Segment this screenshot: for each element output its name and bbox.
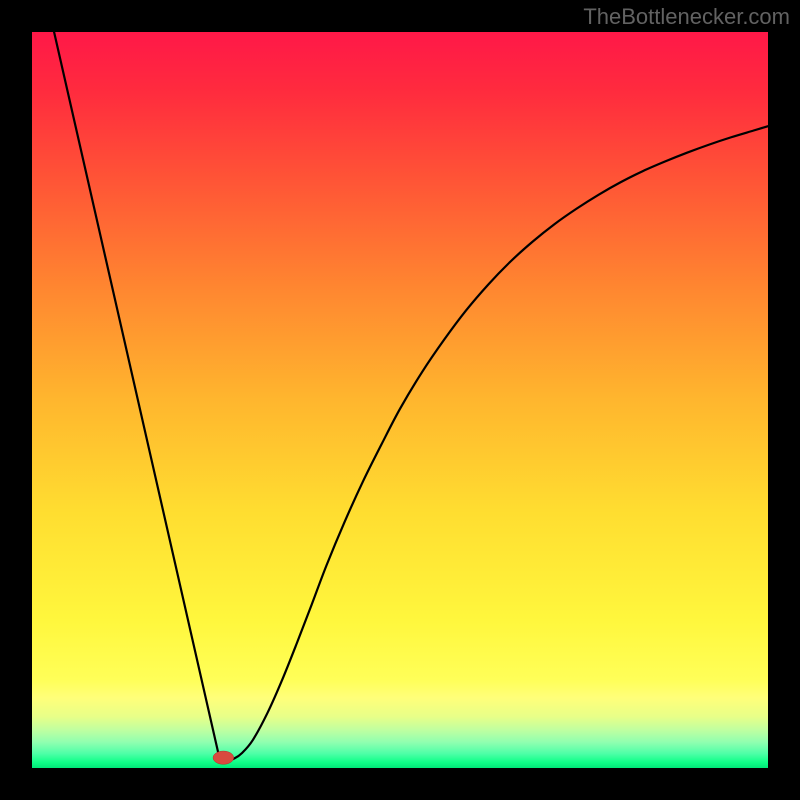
bottleneck-marker (213, 751, 234, 764)
watermark-text: TheBottlenecker.com (583, 4, 790, 30)
chart-container: TheBottlenecker.com (0, 0, 800, 800)
plot-svg (32, 32, 768, 768)
gradient-background (32, 32, 768, 768)
plot-area (32, 32, 768, 768)
